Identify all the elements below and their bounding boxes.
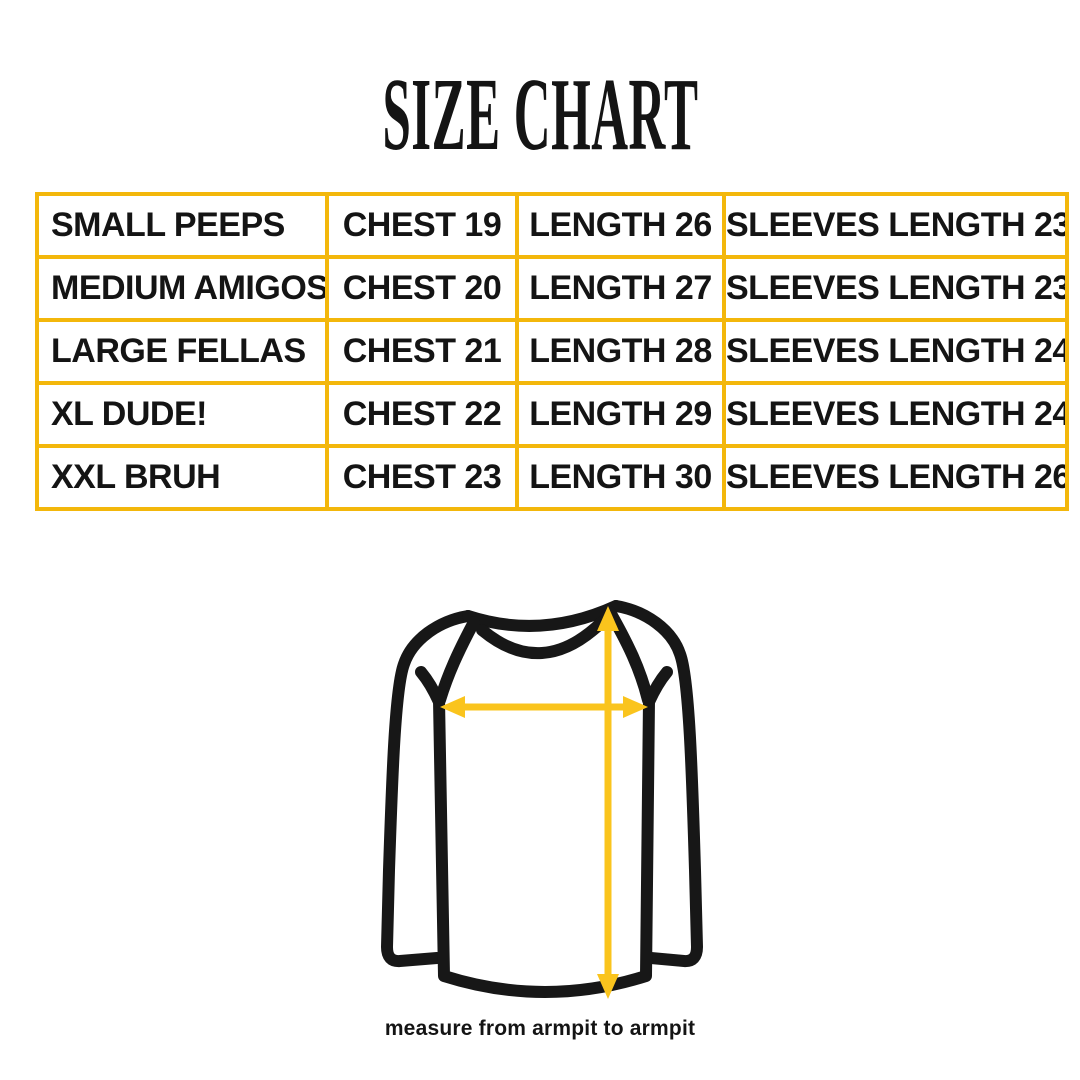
diagram-caption: measure from armpit to armpit bbox=[384, 1017, 696, 1040]
size-cell: XXL BRUH bbox=[35, 444, 329, 511]
size-table: SMALL PEEPS CHEST 19 LENGTH 26 SLEEVES L… bbox=[35, 192, 1069, 511]
length-cell: LENGTH 29 bbox=[515, 381, 726, 448]
sleeves-cell: SLEEVES LENGTH 23 bbox=[722, 255, 1069, 322]
collar-outer-path bbox=[462, 600, 622, 632]
chest-width-arrow bbox=[440, 696, 648, 718]
page-title-text: SIZE CHART bbox=[381, 57, 699, 172]
shirt-measurement-diagram bbox=[381, 600, 703, 999]
size-cell: MEDIUM AMIGOS bbox=[35, 255, 329, 322]
page-title: SIZE CHART bbox=[0, 63, 1080, 167]
length-cell: LENGTH 26 bbox=[515, 192, 726, 259]
table-row: XXL BRUH CHEST 23 LENGTH 30 SLEEVES LENG… bbox=[35, 444, 1069, 511]
length-cell: LENGTH 28 bbox=[515, 318, 726, 385]
shirt-outline bbox=[381, 600, 703, 998]
size-cell: SMALL PEEPS bbox=[35, 192, 329, 259]
chest-cell: CHEST 20 bbox=[325, 255, 519, 322]
chest-cell: CHEST 19 bbox=[325, 192, 519, 259]
length-arrow bbox=[597, 606, 619, 999]
right-sleeve-path bbox=[610, 600, 703, 968]
length-arrow-top-head bbox=[597, 606, 619, 631]
size-cell: XL DUDE! bbox=[35, 381, 329, 448]
size-cell: LARGE FELLAS bbox=[35, 318, 329, 385]
length-arrow-bottom-head bbox=[597, 974, 619, 999]
sleeves-cell: SLEEVES LENGTH 24 bbox=[722, 381, 1069, 448]
chest-cell: CHEST 22 bbox=[325, 381, 519, 448]
left-armpit-stub-path bbox=[415, 666, 445, 708]
chest-cell: CHEST 21 bbox=[325, 318, 519, 385]
length-cell: LENGTH 30 bbox=[515, 444, 726, 511]
left-raglan-seam-path bbox=[434, 616, 480, 706]
chest-arrow-right-head bbox=[623, 696, 648, 718]
chest-cell: CHEST 23 bbox=[325, 444, 519, 511]
length-cell: LENGTH 27 bbox=[515, 255, 726, 322]
sleeves-cell: SLEEVES LENGTH 23 bbox=[722, 192, 1069, 259]
table-row: XL DUDE! CHEST 22 LENGTH 29 SLEEVES LENG… bbox=[35, 381, 1069, 448]
right-raglan-seam-path bbox=[604, 606, 654, 706]
table-row: SMALL PEEPS CHEST 19 LENGTH 26 SLEEVES L… bbox=[35, 192, 1069, 259]
table-row: LARGE FELLAS CHEST 21 LENGTH 28 SLEEVES … bbox=[35, 318, 1069, 385]
table-row: MEDIUM AMIGOS CHEST 20 LENGTH 27 SLEEVES… bbox=[35, 255, 1069, 322]
sleeves-cell: SLEEVES LENGTH 26 bbox=[722, 444, 1069, 511]
collar-inner-path bbox=[476, 616, 608, 660]
right-armpit-stub-path bbox=[643, 666, 673, 708]
left-sleeve-path bbox=[381, 610, 474, 968]
shirt-body-path bbox=[433, 694, 655, 998]
chest-arrow-left-head bbox=[440, 696, 465, 718]
sleeves-cell: SLEEVES LENGTH 24 bbox=[722, 318, 1069, 385]
